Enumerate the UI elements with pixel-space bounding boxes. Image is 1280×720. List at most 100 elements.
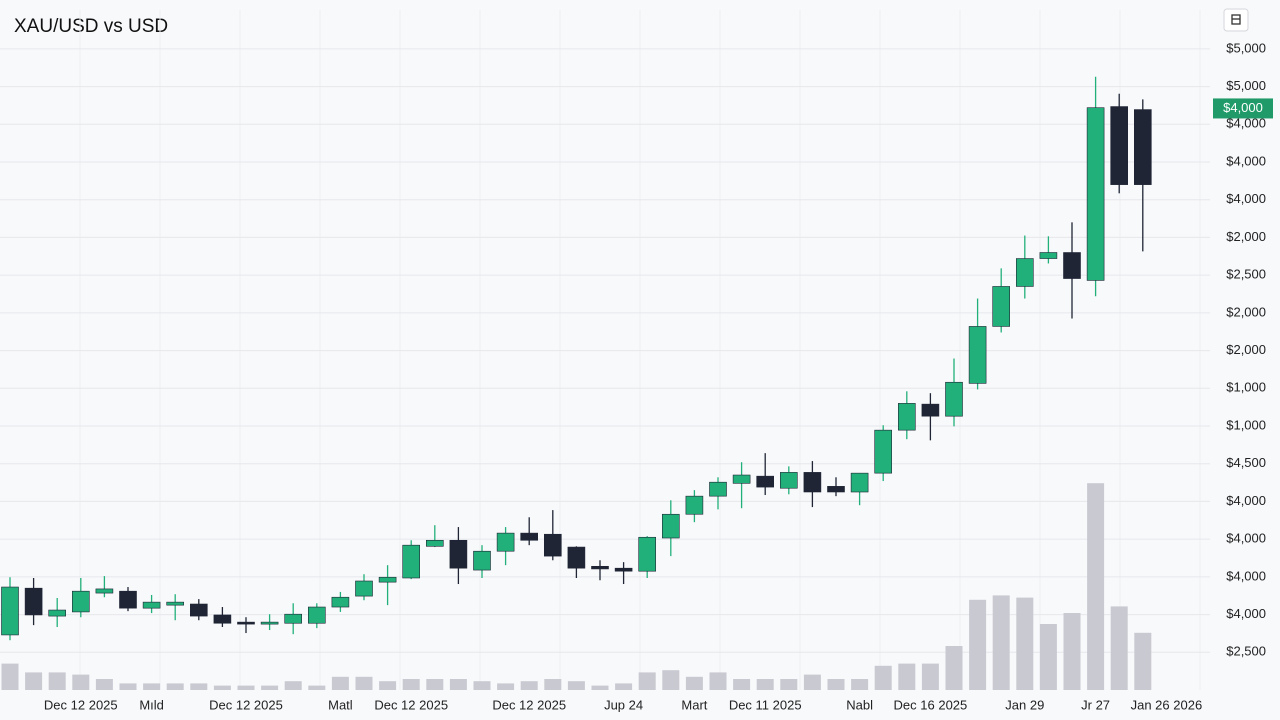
volume-bar (95, 679, 113, 690)
volume-bar (685, 676, 703, 690)
volume-bar (1016, 597, 1034, 690)
button-frame[interactable] (1223, 8, 1249, 32)
candle-body (1, 586, 19, 636)
y-tick-label: $4,000 (1226, 606, 1266, 621)
candle-body (95, 588, 114, 594)
candle-body (827, 486, 845, 493)
candle-body (850, 472, 869, 493)
volume-bar (426, 679, 444, 690)
volume-bar (166, 683, 184, 690)
candle-body (968, 326, 987, 384)
candle-body (874, 429, 893, 474)
volume-bar (827, 679, 845, 690)
candle-body (142, 601, 161, 609)
x-tick-label: Jup 24 (604, 697, 643, 712)
y-tick-label: $1,000 (1226, 380, 1266, 395)
candle-body (897, 403, 916, 431)
volume-bar (284, 681, 302, 690)
candle-body (1086, 107, 1105, 281)
volume-bar (119, 683, 137, 690)
volume-bar (544, 679, 562, 690)
volume-bar (662, 670, 680, 690)
volume-bar (1, 663, 19, 690)
volume-bar (851, 679, 869, 690)
y-tick-label: $4,500 (1226, 455, 1266, 470)
x-tick-label: Matl (328, 697, 353, 712)
volume-bar (638, 672, 656, 690)
volume-bar (874, 665, 892, 690)
candle-body (237, 621, 255, 625)
volume-bar (213, 685, 231, 690)
volume-bar (355, 676, 373, 690)
candle-body (685, 495, 704, 515)
candle-body (661, 513, 680, 539)
candle-body (709, 481, 727, 497)
candle-body (190, 603, 208, 617)
volume-bar (733, 679, 751, 690)
toolbar-button[interactable] (1223, 8, 1249, 32)
candle-body (638, 536, 657, 572)
x-tick-label: Dec 12 2025 (209, 697, 283, 712)
x-tick-label: Jan 26 2026 (1131, 697, 1203, 712)
x-tick-label: Dec 11 2025 (729, 697, 802, 712)
y-tick-label: $2,000 (1226, 229, 1266, 244)
x-tick-label: Dec 12 2025 (492, 697, 566, 712)
volume-bar (1063, 613, 1081, 690)
volume-bar (921, 663, 939, 690)
candle-body (402, 544, 421, 579)
candle-body (779, 472, 798, 489)
volume-bar (709, 672, 727, 690)
y-tick-label: $2,500 (1226, 267, 1266, 282)
candle-body (803, 472, 822, 493)
volume-bar (48, 672, 66, 690)
candle-body (166, 601, 184, 606)
volume-bar (591, 685, 609, 690)
candle-body (1015, 258, 1034, 287)
candle-body (520, 532, 539, 541)
candle-body (213, 614, 232, 624)
candle-body (307, 606, 326, 624)
candle-body (1110, 106, 1128, 185)
candle-body (1039, 252, 1058, 259)
volume-bar (945, 646, 963, 690)
candle-body (260, 621, 279, 625)
volume-bar (803, 674, 821, 690)
volume-bar (756, 679, 774, 690)
candle-body (1134, 109, 1152, 185)
y-tick-label: $2,000 (1226, 342, 1266, 357)
volume-bar (331, 676, 349, 690)
volume-bar (25, 672, 43, 690)
volume-bar (520, 681, 538, 690)
x-tick-label: Dec 12 2025 (44, 697, 118, 712)
volume-bar (237, 685, 255, 690)
y-tick-label: $5,000 (1226, 40, 1266, 55)
volume-bar (308, 685, 326, 690)
candle-body (732, 474, 751, 484)
volume-bar (1110, 606, 1128, 690)
candle-body (567, 546, 586, 569)
chart-title: XAU/USD vs USD (14, 16, 168, 37)
volume-bar (969, 599, 987, 690)
volume-bar (473, 681, 491, 690)
candle-body (449, 539, 468, 569)
y-tick-label: $2,500 (1226, 644, 1266, 659)
x-tick-label: Nabl (846, 697, 873, 712)
y-tick-label: $4,000 (1226, 493, 1266, 508)
candle-body (48, 609, 67, 617)
x-tick-label: Dec 12 2025 (374, 697, 448, 712)
candle-body (921, 403, 940, 417)
volume-bar (992, 595, 1010, 690)
x-tick-label: Dec 16 2025 (894, 697, 968, 712)
price-marker (1213, 98, 1273, 119)
y-tick-label: $4,000 (1226, 568, 1266, 583)
x-tick-label: Mart (681, 697, 707, 712)
volume-bar (449, 679, 467, 690)
candle-body (945, 381, 963, 417)
volume-bar (1039, 624, 1057, 690)
volume-bar (615, 683, 633, 690)
volume-bar (72, 674, 90, 690)
volume-bar (190, 683, 208, 690)
y-tick-label: $5,000 (1226, 78, 1266, 93)
volume-bar (1134, 632, 1152, 690)
